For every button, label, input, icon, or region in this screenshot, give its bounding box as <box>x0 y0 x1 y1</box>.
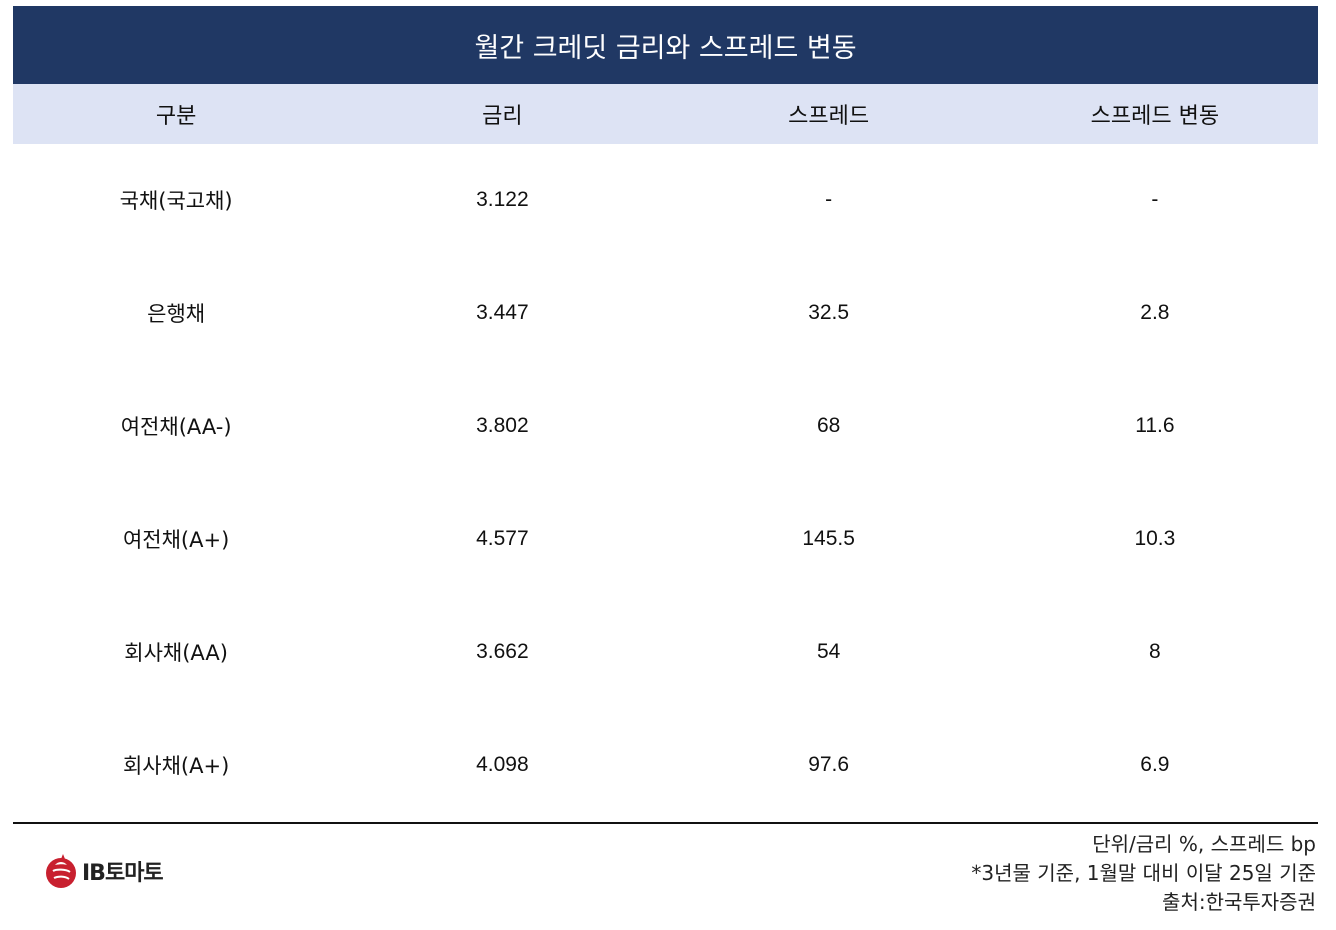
table-notes: 단위/금리 %, 스프레드 bp *3년물 기준, 1월말 대비 이달 25일 … <box>971 830 1316 917</box>
column-header-category: 구분 <box>155 104 197 129</box>
row-label: 여전채(AA-) <box>120 414 232 439</box>
table-row: 여전채(AA-) 3.802 68 11.6 <box>13 369 1318 482</box>
row-label: 여전채(A+) <box>122 527 230 552</box>
spread-change-cell: - <box>1151 188 1159 211</box>
table-row: 국채(국고채) 3.122 - - <box>13 144 1318 256</box>
unit-note: 단위/금리 %, 스프레드 bp <box>1092 832 1316 856</box>
column-header-rate: 금리 <box>482 104 523 129</box>
spread-cell: 68 <box>816 413 841 437</box>
spread-cell: 54 <box>816 639 841 663</box>
rate-cell: 3.447 <box>476 300 529 324</box>
spread-change-cell: 2.8 <box>1140 300 1170 324</box>
row-label: 국채(국고채) <box>119 189 233 213</box>
spread-cell: 145.5 <box>802 526 855 550</box>
row-label: 회사채(A+) <box>122 753 230 778</box>
row-label: 은행채 <box>147 301 206 326</box>
table-row: 회사채(A+) 4.098 97.6 6.9 <box>13 708 1318 821</box>
table-title: 월간 크레딧 금리와 스프레드 변동 <box>13 6 1318 84</box>
rate-cell: 4.577 <box>476 526 529 550</box>
table-row: 여전채(A+) 4.577 145.5 10.3 <box>13 482 1318 595</box>
table-row: 회사채(AA) 3.662 54 8 <box>13 595 1318 708</box>
source-note: 출처:한국투자증권 <box>1162 890 1316 914</box>
rate-cell: 3.662 <box>476 639 529 663</box>
rate-cell: 3.802 <box>476 413 529 437</box>
table-row: 은행채 3.447 32.5 2.8 <box>13 256 1318 369</box>
spread-change-cell: 6.9 <box>1140 752 1170 776</box>
logo-text: IB토마토 <box>82 861 164 886</box>
spread-change-cell: 11.6 <box>1135 413 1175 437</box>
ib-tomato-logo: IB토마토 <box>44 851 164 891</box>
spread-change-cell: 10.3 <box>1134 526 1176 550</box>
spread-cell: - <box>825 188 833 211</box>
row-label: 회사채(AA) <box>124 640 228 665</box>
spread-cell: 32.5 <box>808 300 850 324</box>
basis-note: *3년물 기준, 1월말 대비 이달 25일 기준 <box>971 861 1316 885</box>
column-header-spread: 스프레드 <box>788 104 870 129</box>
table-header: 구분 금리 스프레드 스프레드 변동 <box>13 84 1318 144</box>
spread-cell: 97.6 <box>808 752 850 776</box>
table-body: 국채(국고채) 3.122 - - 은행채 3.447 32.5 2.8 여전채… <box>13 144 1318 821</box>
rate-cell: 4.098 <box>476 752 529 776</box>
spread-change-cell: 8 <box>1149 639 1161 663</box>
tomato-logo-icon <box>46 854 76 888</box>
column-header-spread-change: 스프레드 변동 <box>1090 104 1220 129</box>
rate-cell: 3.122 <box>476 188 529 211</box>
footer-divider <box>13 822 1318 824</box>
